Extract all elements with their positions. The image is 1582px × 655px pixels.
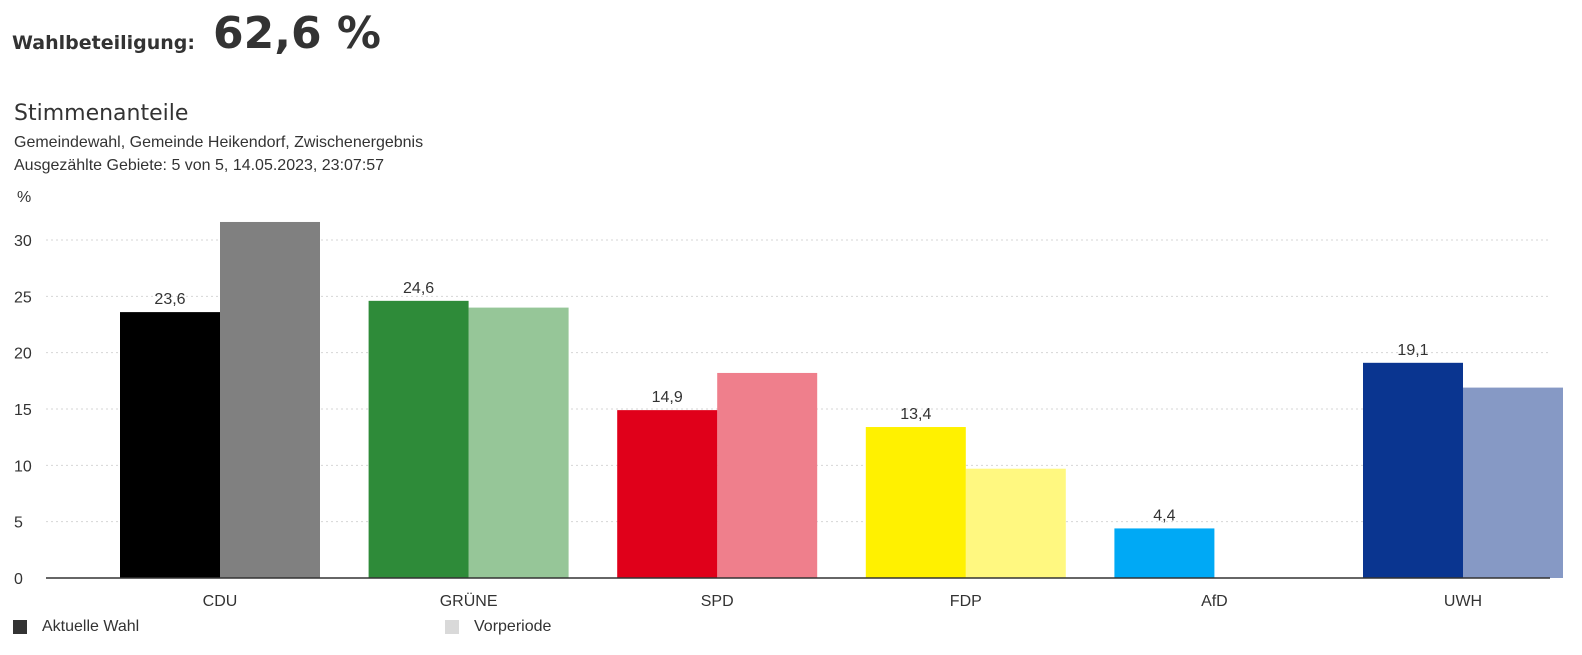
x-tick-label-grüne: GRÜNE <box>440 592 498 610</box>
data-label-afd: 4,4 <box>1153 507 1175 524</box>
legend-item-current: Aktuelle Wahl <box>13 618 139 636</box>
legend-swatch-previous <box>445 620 459 634</box>
y-tick-label-15: 15 <box>14 402 32 419</box>
y-tick-label-25: 25 <box>14 289 32 306</box>
y-tick-label-20: 20 <box>14 346 32 363</box>
bar-current-uwh <box>1363 362 1463 578</box>
bar-current-fdp <box>865 427 966 578</box>
bar-current-afd <box>1114 528 1215 578</box>
legend-item-previous: Vorperiode <box>445 618 551 636</box>
bar-previous-grüne <box>468 307 569 578</box>
data-label-cdu: 23,6 <box>154 291 185 308</box>
chart-subtitle-counted-areas: Ausgezählte Gebiete: 5 von 5, 14.05.2023… <box>14 157 385 174</box>
y-tick-label-10: 10 <box>14 458 32 475</box>
y-tick-label-0: 0 <box>14 571 23 588</box>
y-tick-label-5: 5 <box>14 515 23 532</box>
y-axis-unit-label: % <box>17 189 31 206</box>
legend-label-previous: Vorperiode <box>474 618 552 635</box>
turnout-display: Wahlbeteiligung: 62,6 % <box>12 2 381 62</box>
turnout-label: Wahlbeteiligung: <box>12 32 195 54</box>
y-tick-label-30: 30 <box>14 233 32 250</box>
bar-previous-fdp <box>965 468 1066 578</box>
bar-previous-cdu <box>220 221 320 578</box>
bar-current-grüne <box>368 300 469 578</box>
x-tick-label-afd: AfD <box>1201 593 1228 610</box>
x-tick-label-fdp: FDP <box>950 593 982 610</box>
data-label-fdp: 13,4 <box>900 406 931 423</box>
chart-subtitle-election: Gemeindewahl, Gemeinde Heikendorf, Zwisc… <box>14 134 424 151</box>
legend-swatch-current <box>13 620 27 634</box>
bar-previous-spd <box>717 372 818 578</box>
bar-current-spd <box>617 410 718 578</box>
chart-title: Stimmenanteile <box>14 101 189 126</box>
data-label-uwh: 19,1 <box>1397 342 1428 359</box>
data-label-grüne: 24,6 <box>403 280 434 297</box>
x-tick-label-uwh: UWH <box>1444 593 1482 610</box>
x-tick-label-cdu: CDU <box>203 593 238 610</box>
legend-label-current: Aktuelle Wahl <box>42 618 140 635</box>
bar-previous-uwh <box>1463 387 1563 578</box>
data-label-spd: 14,9 <box>652 389 683 406</box>
x-tick-label-spd: SPD <box>701 593 734 610</box>
bar-current-cdu <box>120 312 220 578</box>
turnout-value: 62,6 % <box>213 8 381 59</box>
